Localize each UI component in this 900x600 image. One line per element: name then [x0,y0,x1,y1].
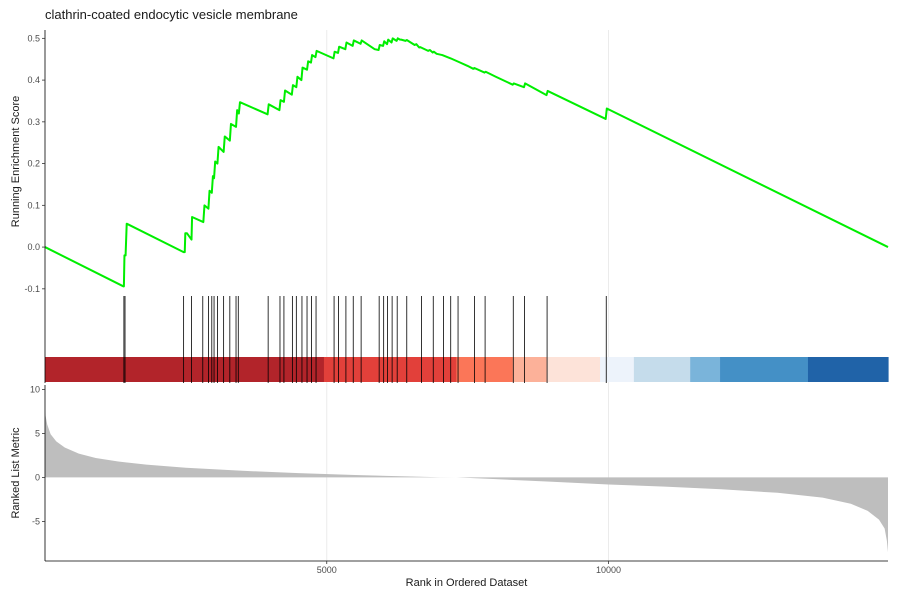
rank-colorbar-segment [633,357,691,382]
rank-colorbar-segment [45,357,325,382]
rank-colorbar-segment [807,357,889,382]
y-tick-label-running-score: 0.5 [27,33,40,43]
y-tick-label-running-score: 0.0 [27,242,40,252]
y-tick-label-running-score: 0.2 [27,159,40,169]
x-tick-label: 10000 [596,565,621,575]
y-tick-label-running-score: 0.1 [27,200,40,210]
y-tick-label-running-score: 0.3 [27,117,40,127]
rank-colorbar-segment [600,357,635,382]
running-score-line [44,37,889,288]
x-axis-title: Rank in Ordered Dataset [406,577,528,589]
y-tick-label-running-score: -0.1 [24,284,40,294]
chart-title: clathrin-coated endocytic vesicle membra… [45,7,298,22]
x-tick-label: 5000 [317,565,337,575]
y-tick-label-ranked-metric: 0 [35,472,40,482]
y-axis-title-ranked-metric: Ranked List Metric [10,427,22,519]
y-tick-label-running-score: 0.4 [27,75,40,85]
rank-colorbar-segment [323,357,457,382]
y-tick-label-ranked-metric: 10 [30,384,40,394]
ranked-metric-area [45,411,888,553]
y-axis-title-running-score: Running Enrichment Score [10,96,22,227]
rank-colorbar-segment [512,357,548,382]
rank-colorbar-segment [720,357,809,382]
rank-colorbar-segment [690,357,721,382]
y-tick-label-ranked-metric: -5 [32,516,40,526]
y-tick-label-ranked-metric: 5 [35,428,40,438]
rank-colorbar-segment [546,357,601,382]
